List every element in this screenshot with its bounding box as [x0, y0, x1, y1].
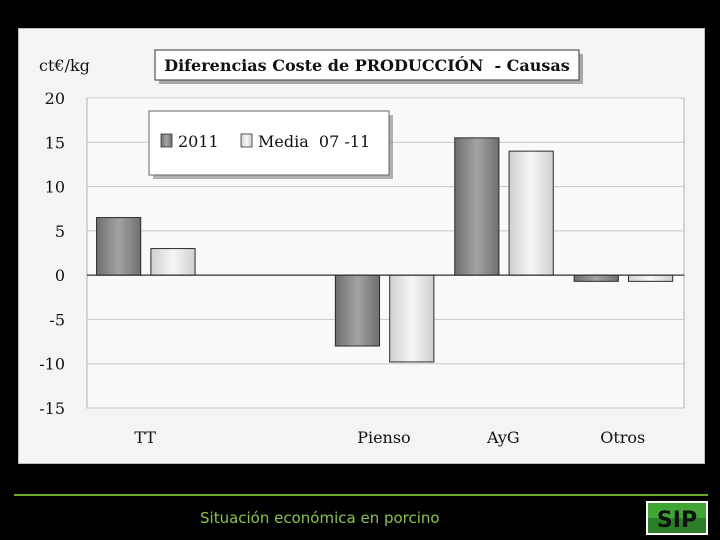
bar-media-4 — [627, 274, 674, 282]
y-tick-label: -10 — [39, 355, 65, 374]
y-tick-labels: 20 15 10 5 0 -5 -10 -15 — [39, 89, 65, 418]
x-tick-label: Pienso — [357, 428, 411, 447]
y-tick-label: 20 — [45, 89, 65, 108]
y-tick-label: 15 — [45, 133, 65, 152]
x-tick-label: AyG — [486, 428, 520, 447]
bar-2011-0 — [96, 217, 142, 276]
legend-swatch-media — [240, 133, 253, 148]
bar-2011-2 — [334, 274, 381, 347]
footer-text: Situación económica en porcino — [200, 509, 440, 527]
x-tick-label: TT — [134, 428, 156, 447]
legend-swatch-2011 — [160, 133, 173, 148]
legend-label-2011: 2011 — [178, 132, 219, 151]
y-tick-label: -15 — [39, 399, 65, 418]
bar-2011-3 — [454, 137, 500, 276]
chart-title-box: Diferencias Coste de PRODUCCIÓN - Causas — [154, 49, 583, 84]
y-tick-label: 0 — [55, 266, 65, 285]
bar-media-3 — [508, 150, 554, 276]
sip-logo: SIP — [646, 501, 708, 535]
legend: 2011 Media 07 -11 — [148, 110, 393, 179]
x-tick-label: Otros — [600, 428, 645, 447]
y-tick-label: 5 — [55, 222, 65, 241]
bar-media-2 — [389, 274, 435, 363]
chart-title: Diferencias Coste de PRODUCCIÓN - Causas — [164, 55, 570, 75]
bar-chart: 20 15 10 5 0 -5 -10 -15 TT Pienso AyG Otros ct€/kg… — [39, 49, 685, 447]
y-tick-label: -5 — [49, 310, 65, 329]
y-axis-label: ct€/kg — [39, 56, 90, 75]
x-tick-labels: TT Pienso AyG Otros — [134, 428, 645, 447]
bar-media-0 — [150, 248, 196, 276]
y-tick-label: 10 — [45, 178, 65, 197]
bar-2011-4 — [573, 274, 619, 282]
svg-text:SIP: SIP — [657, 508, 697, 533]
bars — [96, 137, 674, 363]
chart-panel: 20 15 10 5 0 -5 -10 -15 TT Pienso AyG Otros ct€/kg… — [18, 28, 705, 464]
legend-label-media: Media 07 -11 — [258, 132, 370, 151]
footer-divider — [14, 494, 708, 496]
